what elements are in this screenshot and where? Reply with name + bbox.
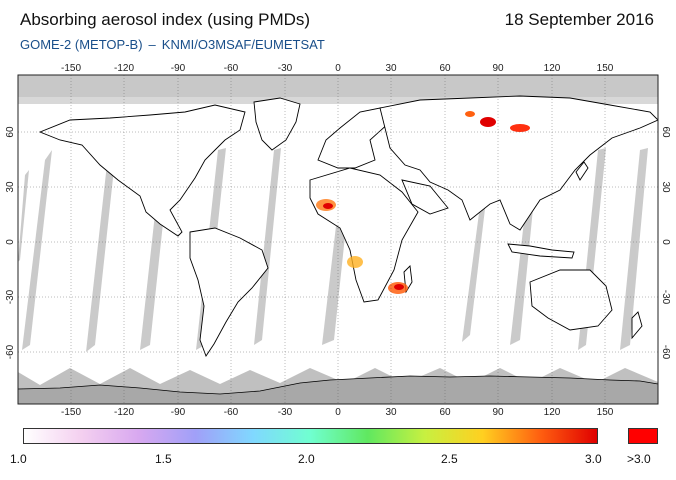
lat-tick-right: 30 <box>660 181 671 193</box>
aerosol-colorbar <box>23 428 598 444</box>
lon-tick-top: 90 <box>492 63 504 74</box>
aerosol-hotspots <box>316 111 530 294</box>
colorbar-over-label: >3.0 <box>627 452 651 466</box>
lon-tick-bottom: 0 <box>335 407 341 418</box>
lon-tick-top: 30 <box>385 63 397 74</box>
over-range-swatch <box>628 428 658 444</box>
lon-tick-top: -30 <box>278 63 293 74</box>
lon-tick-bottom: -60 <box>224 407 239 418</box>
lat-ticks-right: 60 30 0 -30 -60 <box>660 126 671 359</box>
lat-tick-left: 30 <box>5 181 16 193</box>
lon-tick-bottom: 30 <box>385 407 397 418</box>
lon-tick-top: 150 <box>597 63 614 74</box>
lon-tick-top: 60 <box>439 63 451 74</box>
map-title: Absorbing aerosol index (using PMDs) <box>20 10 311 29</box>
lon-tick-bottom: 90 <box>492 407 504 418</box>
lat-tick-right: 60 <box>660 126 671 138</box>
lon-tick-top: 120 <box>544 63 561 74</box>
lon-tick-bottom: -90 <box>171 407 186 418</box>
lon-tick-bottom: 150 <box>597 407 614 418</box>
lon-tick-bottom: 60 <box>439 407 451 418</box>
subtitle-separator: – <box>148 37 156 52</box>
graticule <box>18 75 658 404</box>
map-frame <box>17 74 659 405</box>
map-subtitle: GOME-2 (METOP-B) – KNMI/O3MSAF/EUMETSAT <box>20 37 325 52</box>
lat-tick-right: -60 <box>660 345 671 360</box>
arctic-no-data <box>18 75 658 97</box>
lon-tick-top: -90 <box>171 63 186 74</box>
lat-tick-left: -30 <box>5 289 16 304</box>
colorbar-tick: 1.0 <box>10 452 27 466</box>
map-date: 18 September 2016 <box>504 10 654 29</box>
lon-tick-top: -120 <box>114 63 134 74</box>
lat-tick-right: -30 <box>660 290 671 305</box>
colorbar-tick: 1.5 <box>155 452 172 466</box>
lon-tick-top: -150 <box>61 63 81 74</box>
colorbar-tick: 3.0 <box>585 452 602 466</box>
source-label: KNMI/O3MSAF/EUMETSAT <box>161 37 325 52</box>
lon-tick-bottom: -150 <box>61 407 81 418</box>
instrument-label: GOME-2 (METOP-B) <box>20 37 143 52</box>
lat-ticks-left: 60 30 0 -30 -60 <box>5 126 16 359</box>
lon-tick-bottom: 120 <box>544 407 561 418</box>
lon-tick-bottom: -30 <box>278 407 293 418</box>
colorbar-tick: 2.5 <box>441 452 458 466</box>
lat-tick-left: 0 <box>5 239 16 245</box>
lat-tick-left: -60 <box>5 344 16 359</box>
lon-tick-bottom: -120 <box>114 407 134 418</box>
lon-tick-top: -60 <box>224 63 239 74</box>
lat-tick-right: 0 <box>660 239 671 245</box>
lat-tick-left: 60 <box>5 126 16 138</box>
lon-ticks-bottom: -150 -120 -90 -60 -30 0 30 60 90 120 150 <box>61 407 614 418</box>
colorbar-tick: 2.0 <box>298 452 315 466</box>
lon-tick-top: 0 <box>335 63 341 74</box>
lon-ticks-top: -150 -120 -90 -60 -30 0 30 60 90 120 150 <box>61 63 614 74</box>
